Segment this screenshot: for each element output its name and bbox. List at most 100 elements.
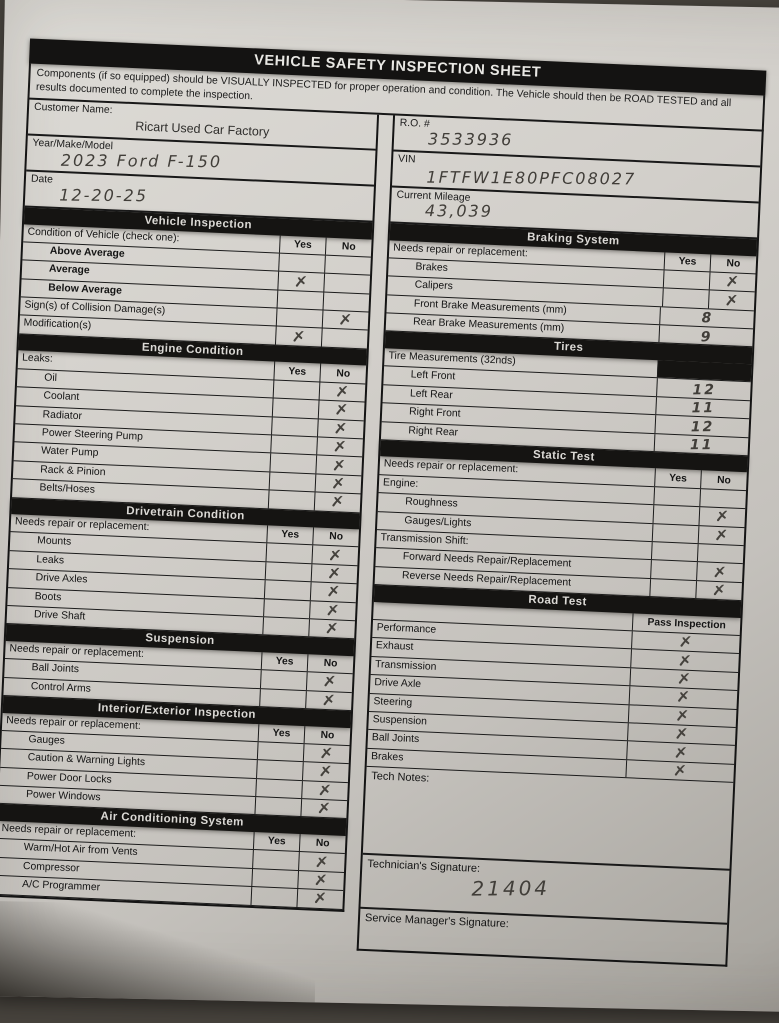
x-mark: ✗: [710, 582, 728, 600]
empty-cell: [699, 488, 747, 509]
section-interior-exterior: Interior/Exterior Inspection Needs repair…: [0, 695, 352, 820]
empty-cell: [322, 292, 370, 312]
column-header: No: [319, 363, 367, 384]
empty-cell: [269, 453, 317, 474]
empty-cell: [254, 797, 302, 817]
checked-cell: ✗: [301, 780, 348, 801]
x-mark: ✗: [336, 312, 355, 330]
tech-notes-box: Tech Notes:: [362, 767, 734, 871]
technician-signature-value: 21404: [471, 876, 551, 901]
empty-cell: [252, 850, 299, 870]
x-mark: ✗: [324, 602, 342, 620]
x-mark: ✗: [673, 726, 691, 744]
checked-cell: ✗: [696, 562, 743, 582]
checked-cell: ✗: [707, 290, 755, 311]
column-header: No: [298, 833, 346, 854]
column-header: No: [312, 527, 359, 547]
inspection-form: VEHICLE SAFETY INSPECTION SHEET Componen…: [0, 38, 767, 967]
empty-cell: [649, 578, 697, 599]
checked-cell: ✗: [314, 474, 362, 494]
x-mark: ✗: [329, 475, 348, 493]
x-mark: ✗: [675, 671, 694, 689]
handwritten-value: 9: [700, 329, 713, 346]
checked-cell: ✗: [274, 326, 322, 347]
column-header: No: [324, 237, 372, 257]
empty-cell: [263, 580, 311, 600]
x-mark: ✗: [323, 621, 341, 638]
column-gap: [379, 115, 393, 116]
x-mark: ✗: [311, 890, 330, 908]
x-mark: ✗: [320, 692, 338, 710]
x-mark: ✗: [328, 494, 347, 512]
checked-cell: ✗: [309, 600, 356, 621]
empty-cell: [251, 868, 299, 889]
ro-number-value: 3533936: [428, 129, 514, 150]
handwritten-value: 12: [692, 382, 716, 399]
x-mark: ✗: [676, 652, 694, 670]
checked-cell: ✗: [695, 580, 743, 601]
checked-cell: ✗: [315, 455, 363, 476]
empty-cell: [324, 255, 371, 275]
x-mark: ✗: [333, 384, 352, 401]
date-value: 12-20-25: [59, 185, 149, 206]
checked-cell: ✗: [308, 619, 355, 639]
x-mark: ✗: [290, 328, 308, 346]
x-mark: ✗: [330, 457, 349, 475]
column-header: No: [303, 725, 351, 746]
x-mark: ✗: [292, 273, 310, 291]
column-header: Yes: [266, 525, 314, 545]
checked-cell: ✗: [317, 400, 365, 420]
empty-cell: [263, 598, 310, 619]
x-mark: ✗: [313, 854, 331, 871]
section-tires: Tires Tire Measurements (32nds) Left Front…: [380, 331, 753, 457]
column-header: Yes: [260, 652, 308, 672]
checked-cell: ✗: [297, 870, 344, 891]
empty-cell: [653, 486, 701, 507]
column-header: No: [700, 470, 747, 491]
empty-cell: [276, 290, 324, 310]
empty-cell: [262, 617, 310, 637]
handwritten-value: 11: [691, 400, 715, 417]
column-header: Yes: [278, 235, 326, 255]
empty-cell: [278, 253, 325, 273]
checked-cell: ✗: [318, 382, 366, 402]
x-mark: ✗: [333, 402, 351, 420]
checked-cell: ✗: [300, 799, 348, 819]
x-mark: ✗: [325, 565, 344, 583]
x-mark: ✗: [315, 800, 334, 818]
handwritten-value: 12: [690, 418, 715, 436]
checked-cell: ✗: [305, 690, 352, 711]
empty-cell: [250, 887, 298, 907]
checked-cell: ✗: [298, 852, 345, 872]
column-header: Yes: [252, 831, 300, 852]
x-mark: ✗: [316, 782, 334, 800]
empty-cell: [256, 760, 303, 780]
handwritten-value: 8: [701, 310, 713, 327]
empty-cell: [265, 543, 313, 564]
section-vehicle-inspection: Vehicle Inspection Condition of Vehicle (…: [19, 207, 373, 350]
empty-cell: [259, 688, 306, 709]
column-header: Yes: [273, 361, 321, 382]
handwritten-value: 11: [689, 437, 714, 454]
empty-cell: [650, 560, 697, 580]
x-mark: ✗: [672, 744, 690, 762]
current-mileage-value: 43,039: [424, 201, 494, 221]
column-header: Yes: [654, 468, 701, 488]
checked-cell: ✗: [321, 310, 369, 331]
x-mark: ✗: [723, 274, 742, 291]
empty-cell: [323, 273, 371, 294]
year-make-model-value: 2023 Ford F-150: [60, 150, 223, 172]
x-mark: ✗: [674, 689, 693, 707]
x-mark: ✗: [671, 763, 689, 780]
empty-cell: [650, 542, 698, 562]
empty-cell: [271, 398, 319, 418]
x-mark: ✗: [318, 745, 336, 763]
empty-cell: [651, 523, 699, 544]
vin-value: 1FTFW1E80PFC08027: [426, 167, 637, 189]
checked-cell: ✗: [698, 507, 746, 527]
checked-cell: ✗: [697, 525, 745, 546]
checked-cell: ✗: [302, 744, 350, 764]
form-body: Customer Name: Ricart Used Car Factory Y…: [0, 99, 764, 967]
empty-cell: [696, 544, 744, 564]
section-static-test: Static Test Needs repair or replacement: Y…: [374, 440, 748, 602]
